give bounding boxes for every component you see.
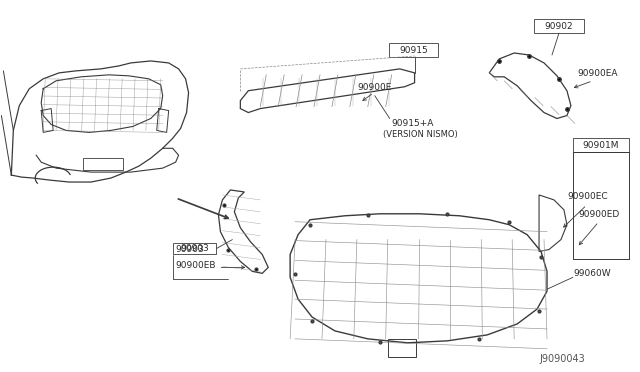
Text: (VERSION NISMO): (VERSION NISMO) xyxy=(383,131,458,140)
Text: J9090043: J9090043 xyxy=(539,354,585,364)
Text: 90900E: 90900E xyxy=(358,83,392,92)
Text: 90902: 90902 xyxy=(545,22,573,31)
Text: 90901M: 90901M xyxy=(582,141,619,150)
Bar xyxy=(534,19,584,33)
Text: 90900EB: 90900EB xyxy=(175,261,216,270)
Bar xyxy=(83,158,123,170)
Text: 90903: 90903 xyxy=(175,245,204,254)
Text: 90900EC: 90900EC xyxy=(567,192,607,201)
Bar xyxy=(388,43,438,57)
Text: 90900ED: 90900ED xyxy=(579,210,620,219)
Bar xyxy=(173,243,216,254)
Text: 90903: 90903 xyxy=(180,244,209,253)
Bar xyxy=(388,339,415,357)
Text: 90915+A: 90915+A xyxy=(392,119,434,128)
Text: 90900EA: 90900EA xyxy=(577,69,618,78)
Text: 99060W: 99060W xyxy=(573,269,611,278)
Bar xyxy=(573,138,628,152)
Text: 90915: 90915 xyxy=(399,45,428,55)
